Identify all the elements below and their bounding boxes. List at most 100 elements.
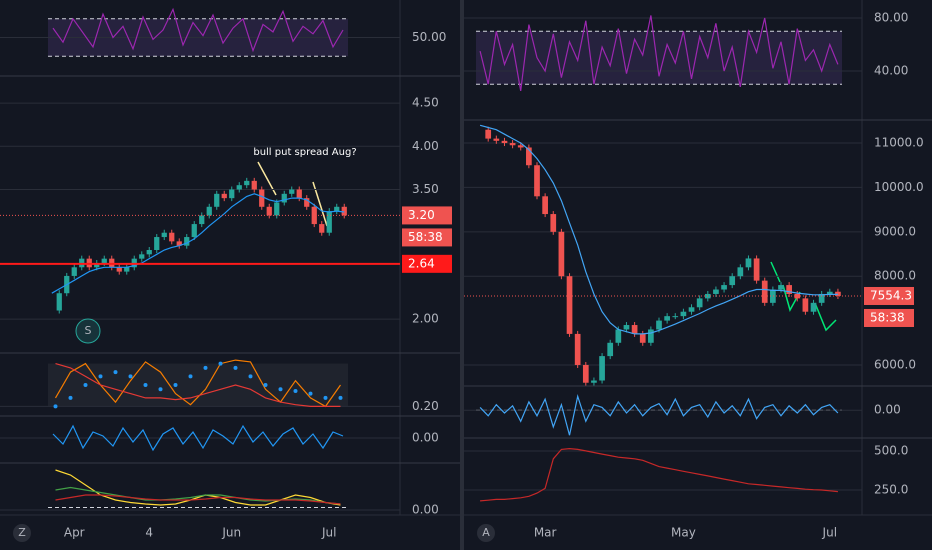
candle [266,206,272,216]
candle [101,258,107,263]
y-tick-label: 250.0 [874,483,908,497]
candle [334,206,340,212]
candle [326,211,332,233]
y-tick-label: 0.20 [412,399,439,413]
dot [113,370,118,375]
y-tick-label: 2.00 [412,312,439,326]
last-price-tag: 7554.3 [870,288,912,302]
candle [509,143,516,146]
series-line [54,359,341,408]
series-line [479,393,839,436]
candle [311,206,317,225]
candle [810,302,817,312]
candle [259,189,265,207]
candle [582,364,589,383]
candle [517,145,524,148]
x-tick-label: Apr [64,526,85,540]
candle [214,193,220,207]
candle [485,129,492,139]
candle [251,180,257,190]
y-tick-label: 8000.0 [874,269,916,283]
candle [591,380,597,383]
candle [826,291,833,294]
candle [184,237,190,246]
dot [278,387,283,392]
candle [802,298,809,312]
badge [13,524,31,542]
candle [139,254,145,259]
candle [778,285,784,290]
candle [94,262,100,268]
candle [713,289,719,294]
candle [680,311,687,317]
candle [229,189,235,199]
series-line [55,363,341,407]
candle [648,329,654,343]
dot [98,374,103,379]
dot [248,374,253,379]
candle [835,291,841,296]
candle [71,267,77,276]
candle [146,250,152,255]
dot [173,383,178,387]
y-tick-label: 40.00 [874,63,908,77]
candle [696,298,703,308]
dot [158,387,163,392]
candle [607,342,614,357]
x-tick-label: Mar [534,526,557,540]
candle [550,214,557,232]
y-tick-label: 6000.0 [874,357,916,371]
candle [281,193,287,203]
dot [83,383,88,387]
series-line [52,7,344,53]
y-tick-label: 0.00 [874,403,901,417]
x-tick-label: Jul [822,526,837,540]
candle [599,356,605,381]
candle [199,215,205,225]
dot [263,383,268,387]
candle [116,267,122,272]
last-price-tag-bg [864,286,914,305]
candle [154,237,160,251]
countdown-tag: 58:38 [408,230,443,244]
series-line [55,469,341,506]
candle [631,325,638,334]
series-line [479,124,838,335]
candle [745,258,752,268]
candle [818,293,825,303]
countdown-tag-bg [864,308,914,327]
y-tick-label: 9000.0 [874,224,916,238]
candle [656,320,662,330]
candle [574,333,581,365]
y-tick-label: 3.50 [412,182,439,196]
candle [319,224,325,233]
y-tick-label: 80.00 [874,11,908,25]
series-line [55,494,341,505]
candle [124,267,130,272]
candle [296,189,302,199]
candle [341,206,347,216]
countdown-tag: 58:38 [870,310,905,324]
x-tick-label: Jul [321,526,336,540]
y-tick-label: 0.00 [412,431,439,445]
candle [526,147,532,166]
dot [293,389,298,393]
dot [188,374,193,379]
badge-label: Z [18,526,26,539]
dot [338,395,343,400]
dot [53,404,58,409]
annotation: bull put spread Aug? [253,147,356,158]
candle [770,289,776,303]
candle [558,231,565,277]
candle [56,293,62,311]
candle [753,258,760,281]
badge [75,318,101,344]
candle [566,276,573,334]
dot [128,374,133,379]
dot [218,361,223,366]
x-tick-label: Jun [221,526,241,540]
candle [688,307,695,312]
y-tick-label: 50.00 [412,30,446,44]
candle [721,285,727,290]
candle [221,193,227,199]
